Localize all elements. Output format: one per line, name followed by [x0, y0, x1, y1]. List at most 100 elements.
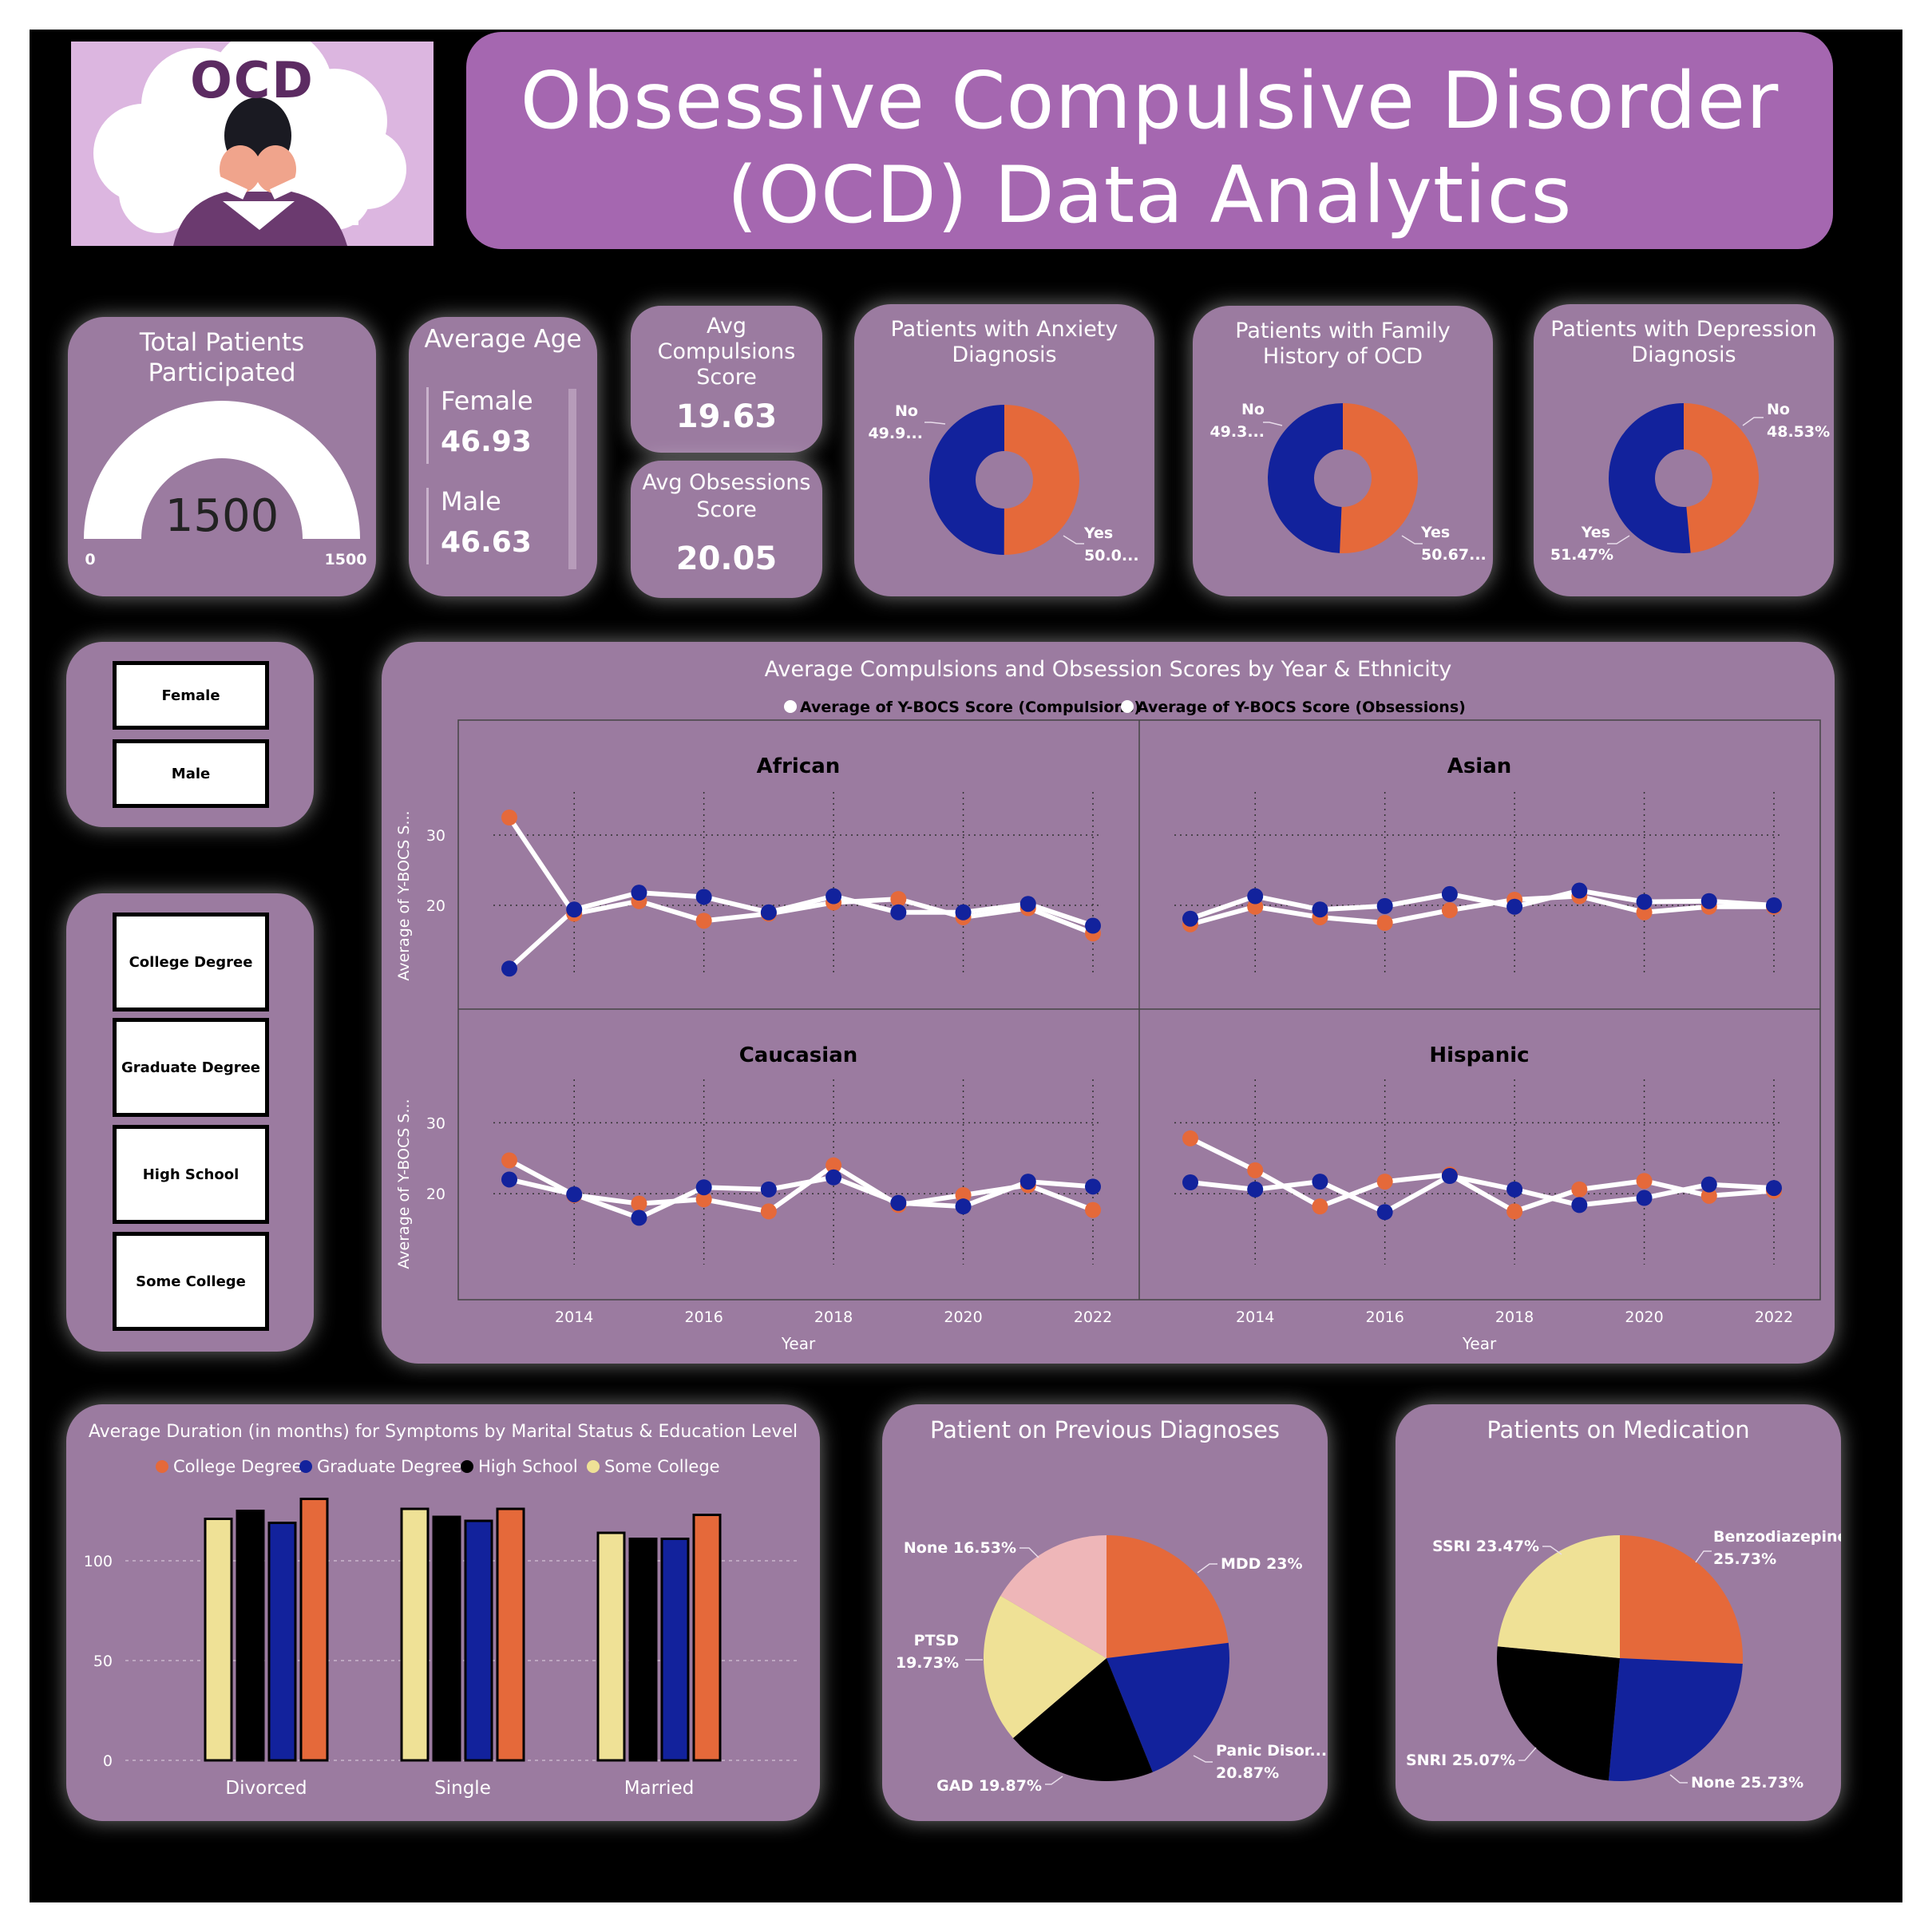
- obsessions-point[interactable]: [1182, 1130, 1198, 1146]
- bar-some-college[interactable]: [204, 1518, 233, 1762]
- compulsions-point[interactable]: [1636, 893, 1653, 910]
- legend-item[interactable]: High School: [478, 1457, 578, 1476]
- compulsions-point[interactable]: [1571, 882, 1588, 899]
- compulsions-point[interactable]: [1247, 1181, 1264, 1198]
- anxiety-slice-yes[interactable]: [1004, 405, 1080, 555]
- compulsions-point[interactable]: [1571, 1197, 1588, 1213]
- compulsions-point[interactable]: [1636, 1190, 1653, 1206]
- compulsions-point[interactable]: [1085, 1178, 1101, 1195]
- bar-some-college[interactable]: [400, 1507, 430, 1762]
- obsessions-point[interactable]: [1506, 1203, 1523, 1220]
- compulsions-point[interactable]: [760, 1181, 777, 1198]
- depression-slice-no[interactable]: [1684, 403, 1759, 553]
- family-slice-yes[interactable]: [1340, 403, 1419, 553]
- obsessions-point[interactable]: [1700, 1187, 1717, 1204]
- bar-high-school[interactable]: [236, 1510, 265, 1762]
- obsessions-point[interactable]: [955, 1186, 972, 1203]
- slice-panic-disorder[interactable]: [1107, 1642, 1229, 1772]
- compulsions-point[interactable]: [890, 904, 907, 920]
- legend-item[interactable]: Some College: [604, 1457, 720, 1476]
- obsessions-point[interactable]: [631, 1195, 647, 1212]
- legend-item[interactable]: Graduate Degree: [317, 1457, 462, 1476]
- obsessions-point[interactable]: [1571, 1181, 1588, 1198]
- compulsions-point[interactable]: [1441, 885, 1458, 902]
- compulsions-point[interactable]: [1019, 1174, 1036, 1190]
- compulsions-point[interactable]: [1376, 1204, 1393, 1221]
- slice-benzodiazepine[interactable]: [1620, 1535, 1743, 1665]
- bar-college-degree[interactable]: [299, 1498, 329, 1762]
- obsessions-point[interactable]: [1085, 1202, 1101, 1218]
- compulsions-point[interactable]: [1182, 910, 1198, 927]
- compulsions-point[interactable]: [1766, 897, 1782, 913]
- compulsions-point[interactable]: [1085, 917, 1101, 934]
- obsessions-point[interactable]: [695, 913, 712, 929]
- bar-high-school[interactable]: [628, 1538, 658, 1762]
- obsessions-point[interactable]: [1247, 1162, 1264, 1178]
- compulsions-point[interactable]: [1506, 898, 1523, 915]
- compulsions-point[interactable]: [695, 1179, 712, 1196]
- compulsions-point[interactable]: [825, 888, 842, 905]
- legend-obsessions[interactable]: Average of Y-BOCS Score (Obsessions): [1137, 699, 1466, 716]
- legend-compulsions[interactable]: Average of Y-BOCS Score (Compulsions): [800, 699, 1141, 716]
- compulsions-point[interactable]: [1182, 1174, 1198, 1190]
- slicer-button-male[interactable]: Male: [113, 739, 269, 808]
- compulsions-point[interactable]: [1441, 1168, 1458, 1184]
- bar-graduate-degree[interactable]: [267, 1522, 297, 1762]
- average-age-scrollbar[interactable]: [568, 389, 576, 569]
- slice-ssri[interactable]: [1497, 1535, 1620, 1658]
- slice-none[interactable]: [1000, 1535, 1107, 1658]
- obsessions-point[interactable]: [1376, 915, 1393, 931]
- depression-slice-yes[interactable]: [1608, 402, 1691, 553]
- compulsions-point[interactable]: [955, 904, 972, 920]
- compulsions-point[interactable]: [825, 1169, 842, 1186]
- compulsions-point[interactable]: [566, 1186, 583, 1203]
- compulsions-point[interactable]: [1312, 1174, 1328, 1190]
- slice-none[interactable]: [1608, 1658, 1743, 1781]
- compulsions-point[interactable]: [631, 885, 647, 901]
- compulsions-point[interactable]: [501, 960, 517, 977]
- compulsions-point[interactable]: [695, 889, 712, 905]
- compulsions-point[interactable]: [760, 904, 777, 920]
- bar-graduate-degree[interactable]: [464, 1519, 493, 1762]
- compulsions-point[interactable]: [955, 1198, 972, 1215]
- compulsions-point[interactable]: [1700, 893, 1717, 909]
- bar-high-school[interactable]: [432, 1515, 461, 1762]
- bar-college-degree[interactable]: [496, 1507, 525, 1762]
- obsessions-point[interactable]: [1636, 1173, 1653, 1190]
- obsessions-point[interactable]: [695, 1191, 712, 1208]
- compulsions-point[interactable]: [1700, 1176, 1717, 1193]
- obsessions-point[interactable]: [1441, 902, 1458, 919]
- compulsions-point[interactable]: [1506, 1181, 1523, 1198]
- anxiety-slice-no[interactable]: [929, 405, 1004, 555]
- slicer-button-female[interactable]: Female: [113, 661, 269, 730]
- bar-graduate-degree[interactable]: [660, 1538, 690, 1762]
- legend-item[interactable]: College Degree: [173, 1457, 302, 1476]
- obsessions-point[interactable]: [1312, 1198, 1328, 1215]
- compulsions-point[interactable]: [631, 1209, 647, 1226]
- slice-mdd[interactable]: [1107, 1535, 1229, 1658]
- compulsions-point[interactable]: [501, 1171, 517, 1188]
- obsessions-point[interactable]: [1376, 1174, 1393, 1190]
- compulsions-point[interactable]: [1766, 1180, 1782, 1197]
- slicer-button-some-college[interactable]: Some College: [113, 1232, 269, 1331]
- compulsions-point[interactable]: [1312, 901, 1328, 918]
- slicer-button-college-degree[interactable]: College Degree: [113, 913, 269, 1012]
- obsessions-point[interactable]: [825, 1157, 842, 1174]
- bar-college-degree[interactable]: [692, 1514, 722, 1762]
- obsessions-point[interactable]: [890, 891, 907, 908]
- obsessions-point[interactable]: [501, 1152, 517, 1169]
- compulsions-point[interactable]: [1019, 896, 1036, 913]
- slice-gad[interactable]: [1012, 1658, 1153, 1781]
- slice-snri[interactable]: [1497, 1646, 1620, 1781]
- compulsions-point[interactable]: [1247, 888, 1264, 905]
- slicer-button-high-school[interactable]: High School: [113, 1125, 269, 1224]
- slicer-button-graduate-degree[interactable]: Graduate Degree: [113, 1018, 269, 1117]
- compulsions-point[interactable]: [1376, 897, 1393, 914]
- family-slice-no[interactable]: [1268, 403, 1343, 553]
- obsessions-point[interactable]: [501, 810, 517, 825]
- compulsions-point[interactable]: [890, 1194, 907, 1211]
- compulsions-point[interactable]: [566, 901, 583, 918]
- bar-some-college[interactable]: [596, 1531, 626, 1762]
- obsessions-point[interactable]: [760, 1203, 777, 1220]
- slice-ptsd[interactable]: [984, 1595, 1107, 1739]
